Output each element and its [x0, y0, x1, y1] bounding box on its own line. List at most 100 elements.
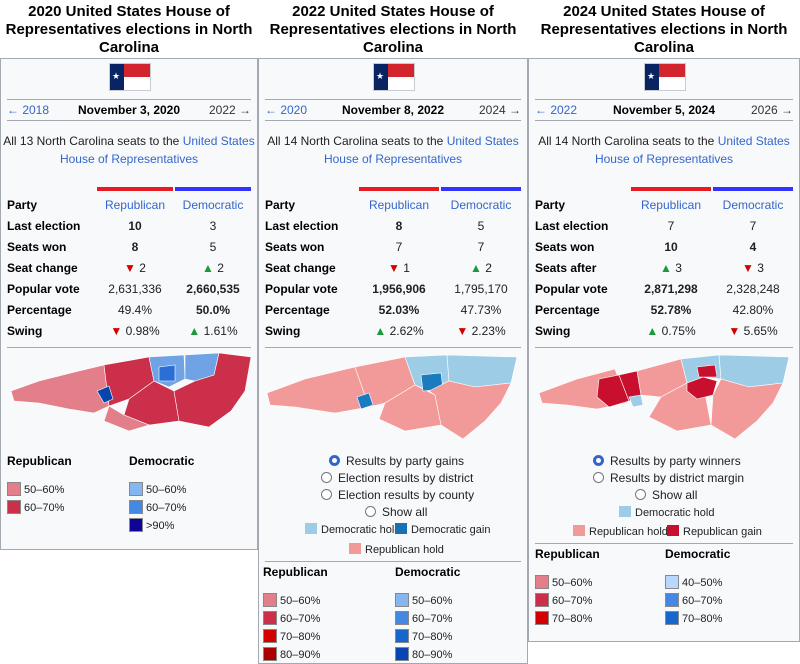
legend-item: 60–70% [263, 611, 320, 627]
legend-item: 50–60% [535, 575, 592, 591]
panel-2024: 2024 United States House of Representati… [528, 0, 800, 642]
down-arrow-icon: ▼ [456, 324, 469, 338]
legend-item: 60–70% [395, 611, 452, 627]
key-rep-hold: Republican hold [573, 525, 668, 539]
row-swing: Swing ▼ 0.98% ▲ 1.61% [7, 324, 238, 338]
nc-district-map-2024[interactable] [537, 351, 793, 443]
legend-item: 80–90% [263, 647, 320, 663]
election-nav: ← 2022 November 5, 2024 2026 → [535, 99, 793, 121]
option-party-gains[interactable]: Results by party gains [329, 453, 464, 469]
option-party-winners[interactable]: Results by party winners [593, 453, 741, 469]
row-party: Party Republican Democratic [265, 195, 521, 215]
row-swing: Swing ▲ 0.75% ▼ 5.65% [535, 324, 778, 338]
legend-item: 50–60% [7, 482, 64, 498]
row-seat-change: Seat change ▼ 2 ▲ 2 [7, 261, 224, 275]
up-arrow-icon: ▲ [470, 261, 482, 275]
up-arrow-icon: ▲ [188, 324, 201, 338]
prev-election-link[interactable]: ← 2022 [535, 103, 578, 117]
republican-link[interactable]: Republican [640, 198, 702, 212]
down-arrow-icon: ▼ [388, 261, 400, 275]
option-by-district[interactable]: Election results by district [321, 470, 473, 486]
legend-dem-title: Democratic [665, 547, 731, 561]
row-last-election: Last election 10 3 [7, 219, 217, 233]
district-east [173, 352, 252, 428]
seats-text: All 14 North Carolina seats to the [267, 134, 447, 148]
republican-link[interactable]: Republican [368, 198, 430, 212]
nc-flag-icon: ★ [644, 63, 686, 91]
district-west [10, 364, 110, 414]
seats-text: All 14 North Carolina seats to the [538, 134, 718, 148]
election-date: November 5, 2024 [612, 103, 716, 117]
election-nav: ← 2018 November 3, 2020 2022 → [7, 99, 251, 121]
legend-item: 80–90% [395, 647, 452, 663]
legend-item: 50–60% [263, 593, 320, 609]
row-seat-change: Seat change ▼ 1 ▲ 2 [265, 261, 492, 275]
row-popular-vote: Popular vote 2,871,298 2,328,248 [535, 282, 780, 296]
legend-dem-title: Democratic [395, 565, 461, 579]
legend-rep-title: Republican [7, 454, 72, 468]
republican-link[interactable]: Republican [104, 198, 166, 212]
legend-item: 70–80% [263, 629, 320, 645]
panel-2020: 2020 United States House of Representati… [0, 0, 258, 550]
option-district-margin[interactable]: Results by district margin [593, 470, 744, 486]
up-arrow-icon: ▲ [202, 261, 214, 275]
legend-item: 60–70% [7, 500, 64, 516]
option-show-all[interactable]: Show all [635, 487, 697, 503]
district-east [428, 380, 512, 440]
next-election-link[interactable]: 2026 → [750, 103, 793, 117]
key-dem-hold: Democratic hold [305, 523, 400, 537]
nc-district-map-2022[interactable] [265, 351, 521, 443]
nc-district-map-2020[interactable] [9, 351, 253, 437]
district-raleigh [158, 364, 176, 382]
panel-2022: 2022 United States House of Representati… [258, 0, 528, 664]
nc-flag-icon: ★ [109, 63, 151, 91]
option-by-county[interactable]: Election results by county [321, 487, 474, 503]
seats-text: All 13 North Carolina seats to the [3, 134, 183, 148]
election-nav: ← 2020 November 8, 2022 2024 → [265, 99, 521, 121]
option-show-all[interactable]: Show all [365, 504, 427, 520]
prev-election-link[interactable]: ← 2020 [265, 103, 308, 117]
democratic-link[interactable]: Democratic [450, 198, 512, 212]
row-percentage: Percentage 52.78% 42.80% [535, 303, 774, 317]
panel-title: 2022 United States House of Representati… [269, 3, 517, 56]
legend-item: 60–70% [129, 500, 186, 516]
legend-item: 60–70% [665, 593, 722, 609]
legend-item: 60–70% [535, 593, 592, 609]
up-arrow-icon: ▲ [374, 324, 387, 338]
rep-color-bar [359, 187, 439, 191]
row-seats-after: Seats after ▲ 3 ▼ 3 [535, 261, 764, 275]
house-link[interactable]: United States House of Representatives [59, 134, 255, 166]
row-last-election: Last election 8 5 [265, 219, 485, 233]
up-arrow-icon: ▲ [646, 324, 659, 338]
next-election-link[interactable]: 2024 → [478, 103, 521, 117]
legend-item: >90% [129, 518, 174, 534]
house-link[interactable]: United States House of Representatives [323, 134, 519, 166]
legend-item: 70–80% [665, 611, 722, 627]
legend-item: 70–80% [535, 611, 592, 627]
rep-color-bar [97, 187, 173, 191]
rep-color-bar [631, 187, 711, 191]
democratic-link[interactable]: Democratic [182, 198, 244, 212]
row-popular-vote: Popular vote 1,956,906 1,795,170 [265, 282, 508, 296]
district-ne [446, 354, 518, 388]
legend-rep-title: Republican [263, 565, 328, 579]
dem-color-bar [175, 187, 251, 191]
row-swing: Swing ▲ 2.62% ▼ 2.23% [265, 324, 506, 338]
infobox: ★ ← 2022 November 5, 2024 2026 → All 14 … [528, 58, 800, 642]
down-arrow-icon: ▼ [742, 261, 754, 275]
row-party: Party Republican Democratic [535, 195, 793, 215]
legend-item: 40–50% [665, 575, 722, 591]
prev-election-link[interactable]: ← 2018 [7, 103, 50, 117]
democratic-link[interactable]: Democratic [722, 198, 784, 212]
house-link[interactable]: United States House of Representatives [594, 134, 790, 166]
row-seats-won: Seats won 10 4 [535, 240, 757, 254]
next-election-link[interactable]: 2022 → [208, 103, 251, 117]
district-raleigh [696, 364, 718, 378]
down-arrow-icon: ▼ [110, 324, 123, 338]
district-charlotte [96, 385, 114, 404]
row-percentage: Percentage 52.03% 47.73% [265, 303, 502, 317]
district-sw [103, 405, 150, 432]
infobox: ★ ← 2018 November 3, 2020 2022 → All 13 … [0, 58, 258, 550]
panel-title: 2024 United States House of Representati… [540, 3, 788, 56]
election-date: November 8, 2022 [341, 103, 445, 117]
